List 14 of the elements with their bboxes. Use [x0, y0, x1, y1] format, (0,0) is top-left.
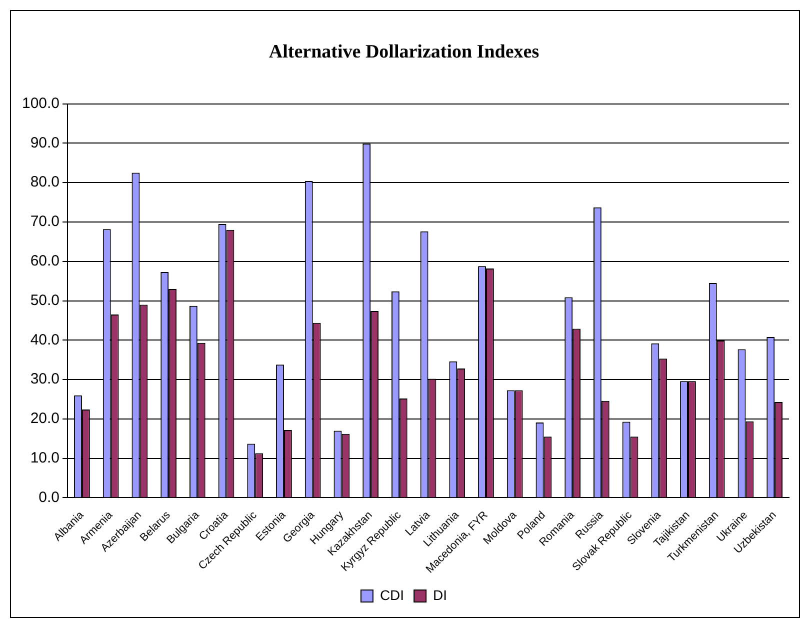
- legend-label: CDI: [380, 586, 404, 603]
- y-tick-label: 70.0: [30, 213, 60, 230]
- y-tick-label: 100.0: [22, 94, 60, 112]
- y-tick-label: 80.0: [30, 174, 60, 191]
- y-tick-label: 50.0: [30, 292, 60, 309]
- chart-title: Alternative Dollarization Indexes: [268, 41, 540, 62]
- y-tick-label: 0.0: [38, 488, 60, 506]
- y-tick-label: 30.0: [30, 370, 60, 388]
- y-tick-label: 60.0: [30, 252, 60, 270]
- y-tick-label: 20.0: [30, 410, 60, 428]
- y-tick-label: 40.0: [30, 331, 60, 348]
- y-tick-label: 10.0: [30, 449, 60, 466]
- y-tick-label: 90.0: [30, 134, 60, 152]
- legend-label: DI: [433, 586, 448, 603]
